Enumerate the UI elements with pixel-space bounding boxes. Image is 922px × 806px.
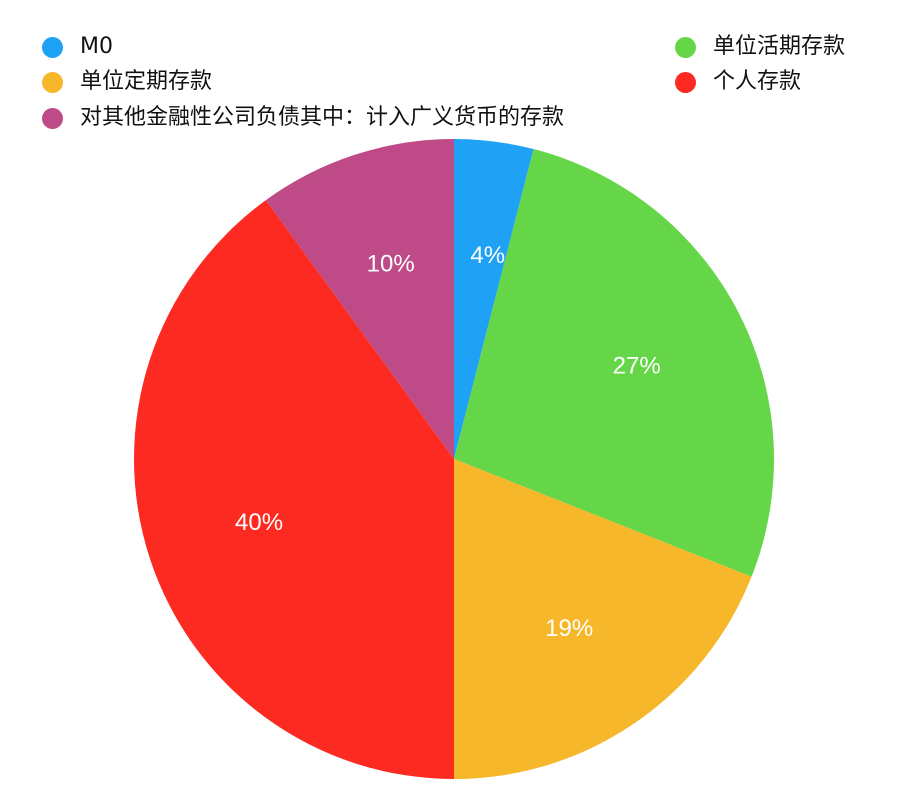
pie-slices (134, 139, 774, 779)
pie-data-label-1: 27% (613, 352, 661, 379)
pie-data-label-2: 19% (545, 615, 593, 642)
pie-data-label-4: 10% (367, 251, 415, 278)
pie-data-label-0: 4% (470, 242, 505, 269)
pie-data-label-3: 40% (235, 509, 283, 536)
